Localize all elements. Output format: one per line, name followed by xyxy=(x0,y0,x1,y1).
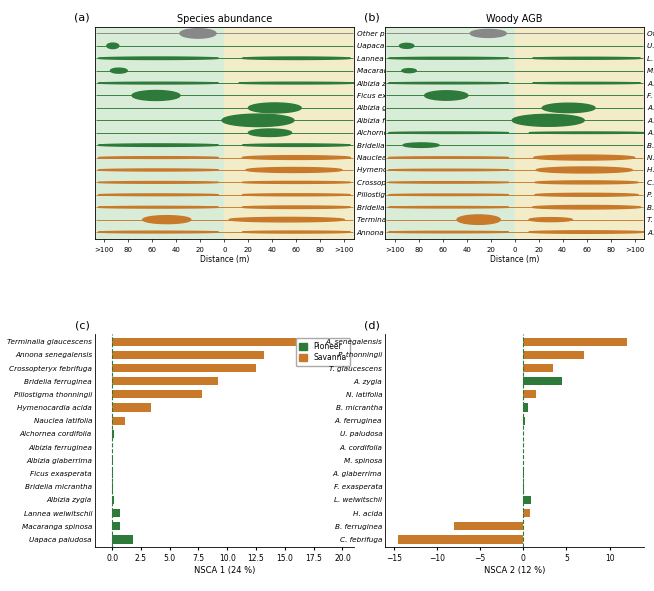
Bar xyxy=(523,337,627,346)
Legend: Pioneer, Savanna: Pioneer, Savanna xyxy=(296,338,350,366)
Polygon shape xyxy=(388,206,509,208)
Polygon shape xyxy=(403,143,439,147)
Bar xyxy=(224,27,354,239)
Bar xyxy=(515,27,644,239)
Polygon shape xyxy=(99,194,218,196)
Polygon shape xyxy=(532,57,640,59)
Polygon shape xyxy=(243,144,351,147)
Polygon shape xyxy=(529,231,644,233)
Polygon shape xyxy=(132,90,180,100)
Polygon shape xyxy=(249,103,301,113)
X-axis label: NSCA 2 (12 %): NSCA 2 (12 %) xyxy=(484,566,545,575)
Bar xyxy=(112,337,334,346)
Title: Woody AGB: Woody AGB xyxy=(487,14,543,24)
Polygon shape xyxy=(532,82,640,84)
Text: (d): (d) xyxy=(364,320,380,330)
Polygon shape xyxy=(388,231,509,233)
Polygon shape xyxy=(512,115,584,126)
Polygon shape xyxy=(532,206,640,209)
Polygon shape xyxy=(402,69,416,73)
Polygon shape xyxy=(99,206,218,208)
Polygon shape xyxy=(534,155,634,160)
Bar xyxy=(523,417,525,425)
Polygon shape xyxy=(111,68,128,73)
Bar xyxy=(112,390,202,398)
Bar xyxy=(112,364,256,372)
Bar xyxy=(523,496,531,504)
Polygon shape xyxy=(99,181,218,183)
Polygon shape xyxy=(388,169,509,171)
Bar xyxy=(112,535,133,544)
Title: Species abundance: Species abundance xyxy=(177,14,272,24)
Polygon shape xyxy=(388,57,509,59)
Bar xyxy=(112,377,218,385)
Polygon shape xyxy=(388,194,509,196)
Bar xyxy=(112,469,113,478)
Bar xyxy=(112,483,114,491)
Polygon shape xyxy=(99,57,218,60)
Polygon shape xyxy=(243,231,351,233)
Polygon shape xyxy=(388,82,509,84)
Bar xyxy=(523,364,553,372)
Bar xyxy=(523,509,530,517)
Bar xyxy=(95,27,224,239)
Polygon shape xyxy=(180,29,216,38)
Polygon shape xyxy=(143,216,191,223)
Polygon shape xyxy=(239,82,354,84)
Bar xyxy=(112,350,264,359)
X-axis label: NSCA 1 (24 %): NSCA 1 (24 %) xyxy=(194,566,255,575)
Polygon shape xyxy=(99,82,218,84)
Bar xyxy=(385,27,515,239)
X-axis label: Distance (m): Distance (m) xyxy=(490,255,540,264)
Polygon shape xyxy=(388,181,509,183)
Polygon shape xyxy=(246,167,342,173)
Bar xyxy=(523,390,536,398)
Polygon shape xyxy=(99,169,218,171)
Bar xyxy=(112,496,114,504)
Bar xyxy=(112,509,120,517)
Polygon shape xyxy=(243,155,351,160)
Bar xyxy=(398,535,523,544)
Text: (a): (a) xyxy=(74,12,90,22)
Bar xyxy=(112,522,120,530)
Bar xyxy=(112,430,114,438)
Bar xyxy=(523,350,584,359)
Polygon shape xyxy=(243,57,351,60)
Bar xyxy=(112,417,125,425)
Polygon shape xyxy=(243,194,351,196)
Polygon shape xyxy=(457,215,500,225)
Bar xyxy=(523,404,528,412)
Polygon shape xyxy=(536,167,632,173)
Polygon shape xyxy=(99,144,218,147)
Polygon shape xyxy=(529,132,644,134)
Text: (c): (c) xyxy=(75,320,90,330)
Polygon shape xyxy=(222,114,294,126)
Polygon shape xyxy=(424,91,468,100)
Polygon shape xyxy=(249,129,292,137)
Polygon shape xyxy=(388,132,509,134)
Text: (b): (b) xyxy=(364,12,380,22)
Polygon shape xyxy=(470,30,506,37)
Polygon shape xyxy=(542,103,595,113)
Polygon shape xyxy=(400,43,414,48)
Polygon shape xyxy=(99,231,218,233)
Bar xyxy=(454,522,523,530)
Bar xyxy=(112,404,151,412)
Bar xyxy=(523,377,562,385)
Polygon shape xyxy=(99,157,218,158)
Polygon shape xyxy=(107,43,119,48)
Polygon shape xyxy=(243,181,351,183)
Polygon shape xyxy=(535,193,638,196)
Polygon shape xyxy=(229,217,345,222)
Polygon shape xyxy=(529,217,572,222)
Polygon shape xyxy=(535,181,638,184)
X-axis label: Distance (m): Distance (m) xyxy=(199,255,249,264)
Polygon shape xyxy=(243,206,351,209)
Polygon shape xyxy=(388,157,509,158)
